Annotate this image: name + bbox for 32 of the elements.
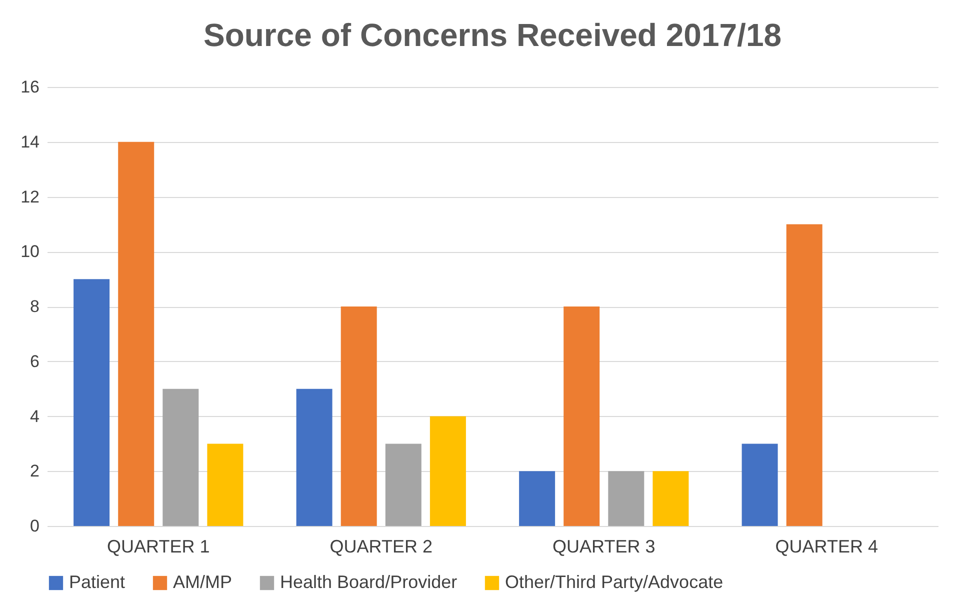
y-tick-label: 16 xyxy=(20,78,40,96)
y-tick-label: 10 xyxy=(20,242,40,262)
x-tick-label: QUARTER 4 xyxy=(775,536,878,556)
y-tick-label: 12 xyxy=(20,187,40,206)
bar xyxy=(207,444,244,526)
bar xyxy=(296,388,332,526)
bar xyxy=(608,471,644,526)
bar xyxy=(786,224,822,526)
chart-title: Source of Concerns Received 2017/18 xyxy=(203,17,782,53)
bar xyxy=(430,416,466,526)
legend-label: Health Board/Provider xyxy=(280,572,458,592)
x-tick-label: QUARTER 3 xyxy=(552,536,656,556)
y-tick-label: 8 xyxy=(30,297,40,316)
legend-label: Other/Third Party/Advocate xyxy=(505,572,724,592)
bar xyxy=(652,471,689,526)
legend-label: Patient xyxy=(69,572,126,592)
x-tick-label: QUARTER 2 xyxy=(330,536,432,556)
bar xyxy=(519,471,556,526)
legend-label: AM/MP xyxy=(173,572,232,592)
bar xyxy=(742,444,778,526)
x-tick-label: QUARTER 1 xyxy=(107,536,210,556)
bar xyxy=(340,306,377,526)
y-tick-label: 2 xyxy=(30,462,40,481)
y-tick-label: 6 xyxy=(30,352,40,371)
y-tick-label: 4 xyxy=(30,406,40,426)
y-tick-label: 0 xyxy=(30,516,40,536)
bar xyxy=(74,279,110,526)
bar xyxy=(564,306,600,526)
bar xyxy=(118,142,154,526)
bar xyxy=(162,388,199,526)
y-tick-label: 14 xyxy=(20,132,40,152)
bar xyxy=(385,444,422,526)
